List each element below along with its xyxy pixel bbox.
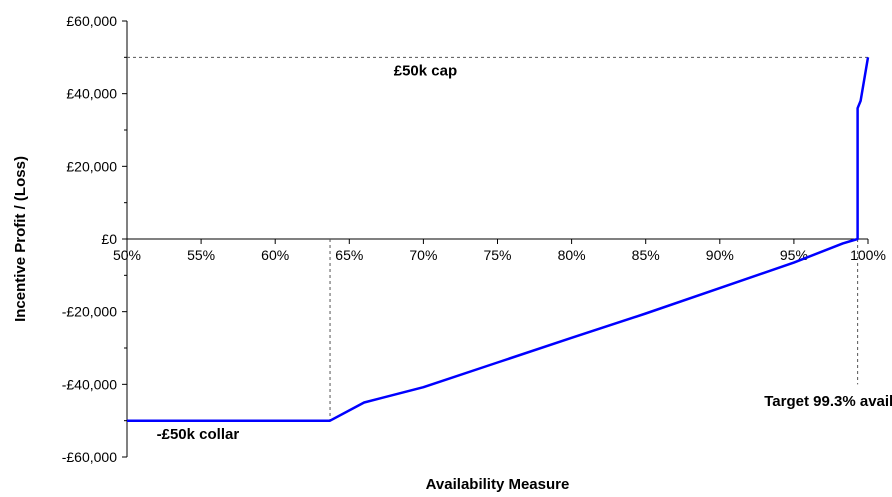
x-tick-label: 70% [409, 247, 437, 263]
y-tick-label: -£60,000 [62, 449, 117, 465]
incentive-series-line [127, 57, 870, 422]
x-tick-label: 80% [558, 247, 586, 263]
y-tick-label: £20,000 [66, 158, 117, 174]
x-tick-label: 60% [261, 247, 289, 263]
annotation-label: -£50k collar [157, 426, 240, 443]
x-axis-title: Availability Measure [426, 476, 570, 493]
x-tick-label: 50% [113, 247, 141, 263]
x-tick-label: 85% [632, 247, 660, 263]
y-tick-label: -£20,000 [62, 304, 117, 320]
annotation-label: £50k cap [394, 63, 457, 80]
x-tick-label: 55% [187, 247, 215, 263]
y-tick-label: £60,000 [66, 13, 117, 29]
x-tick-label: 65% [335, 247, 363, 263]
x-tick-label: 95% [780, 247, 808, 263]
x-tick-label: 100% [850, 247, 886, 263]
annotation-label: Target 99.3% availability [764, 393, 892, 410]
y-axis-title: Incentive Profit / (Loss) [12, 156, 29, 322]
x-tick-label: 75% [483, 247, 511, 263]
x-tick-label: 90% [706, 247, 734, 263]
y-tick-label: £0 [101, 231, 117, 247]
y-tick-label: -£40,000 [62, 376, 117, 392]
plot-layer: £60,000 £40,000 £20,000 £0 -£20,000 -£40,000 -… [62, 13, 892, 465]
y-tick-label: £40,000 [66, 86, 117, 102]
